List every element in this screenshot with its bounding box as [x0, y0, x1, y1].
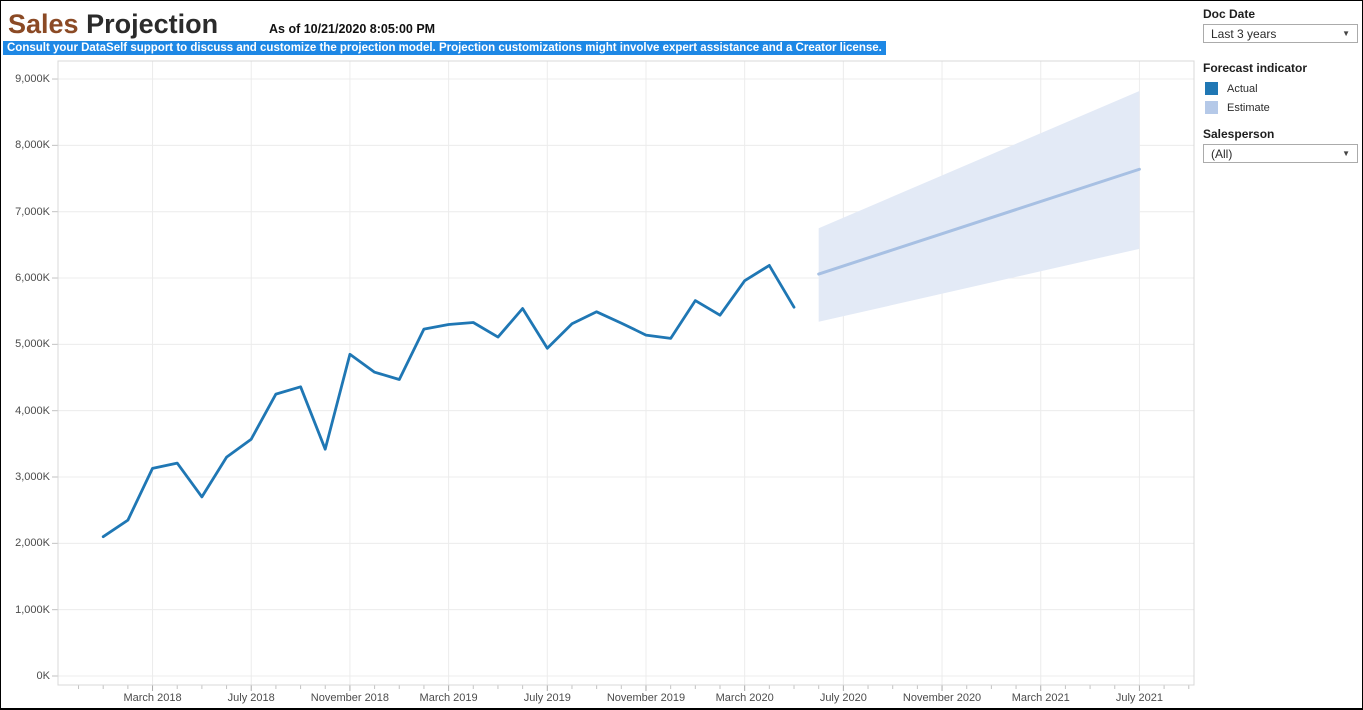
legend-item-estimate[interactable]: Estimate — [1205, 101, 1270, 114]
estimate-band — [818, 90, 1140, 322]
y-axis-label: 1,000K — [15, 603, 50, 616]
y-axis-label: 0K — [36, 670, 50, 682]
as-of-timestamp: As of 10/21/2020 8:05:00 PM — [269, 22, 436, 36]
x-axis-label: March 2021 — [1011, 692, 1070, 704]
doc-date-label: Doc Date — [1203, 7, 1256, 21]
x-axis-label: July 2019 — [523, 692, 571, 704]
x-axis-label: November 2020 — [902, 692, 982, 704]
estimate-swatch — [1205, 101, 1218, 114]
x-axis-label: November 2018 — [310, 692, 390, 704]
x-axis-label: July 2020 — [819, 692, 867, 704]
chevron-down-icon: ▼ — [1342, 148, 1350, 158]
actual-line — [101, 263, 796, 539]
x-axis-label: July 2018 — [227, 692, 275, 704]
salesperson-dropdown[interactable]: (All) ▼ — [1203, 144, 1358, 163]
x-axis-label: March 2018 — [123, 692, 182, 704]
y-axis-label: 8,000K — [15, 139, 50, 152]
y-axis-label: 2,000K — [15, 537, 50, 550]
notice-banner: Consult your DataSelf support to discuss… — [3, 41, 886, 55]
title-sales: Sales — [8, 9, 79, 39]
forecast-indicator-label: Forecast indicator — [1203, 61, 1308, 75]
legend-label: Estimate — [1227, 101, 1270, 114]
x-axis-label: July 2021 — [1115, 692, 1163, 704]
y-axis-label: 3,000K — [15, 471, 50, 483]
y-axis-label: 9,000K — [15, 73, 50, 86]
y-axis-label: 4,000K — [15, 404, 50, 417]
x-axis-label: November 2019 — [606, 692, 686, 704]
estimate-line — [817, 167, 1141, 276]
forecast-legend: Actual Estimate — [1204, 78, 1271, 120]
title-projection: Projection — [78, 9, 219, 39]
x-axis-label: March 2020 — [715, 692, 774, 704]
salesperson-value: (All) — [1211, 146, 1233, 161]
y-axis-label: 6,000K — [15, 272, 50, 285]
legend-item-actual[interactable]: Actual — [1205, 82, 1270, 95]
x-axis-label: March 2019 — [419, 692, 478, 704]
y-axis-label: 5,000K — [15, 338, 50, 351]
y-axis-label: 7,000K — [15, 205, 50, 218]
doc-date-dropdown[interactable]: Last 3 years ▼ — [1203, 24, 1358, 43]
salesperson-label: Salesperson — [1203, 127, 1275, 141]
actual-swatch — [1205, 82, 1218, 95]
chevron-down-icon: ▼ — [1342, 28, 1350, 38]
plot-border — [57, 60, 1195, 686]
page-title: Sales Projection — [8, 9, 218, 40]
doc-date-value: Last 3 years — [1211, 26, 1277, 41]
legend-label: Actual — [1227, 82, 1258, 95]
